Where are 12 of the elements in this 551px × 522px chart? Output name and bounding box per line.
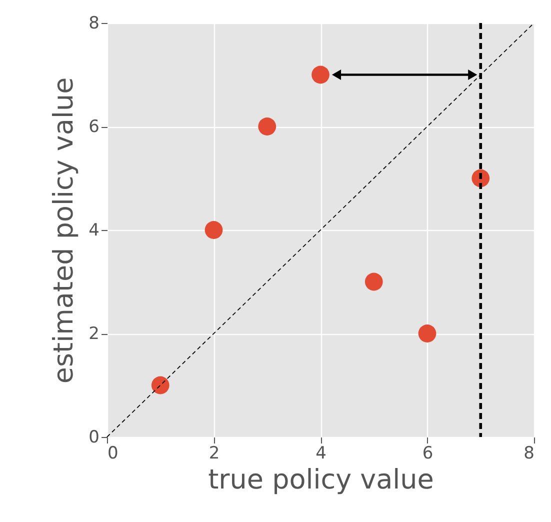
y-tick-label: 4 xyxy=(88,220,100,240)
x-tick-label: 6 xyxy=(422,444,434,464)
y-tick-label: 8 xyxy=(88,14,100,34)
y-axis-title: estimated policy value xyxy=(48,77,80,384)
y-tick-label: 2 xyxy=(88,324,100,344)
x-tick-label: 0 xyxy=(108,444,118,464)
x-tick-label: 8 xyxy=(524,444,534,464)
x-tick-label: 4 xyxy=(316,444,326,464)
x-tick-label: 2 xyxy=(208,444,220,464)
x-axis-title: true policy value xyxy=(208,464,434,496)
y-tick-label: 6 xyxy=(88,117,100,137)
y-tick-label: 0 xyxy=(88,428,100,448)
